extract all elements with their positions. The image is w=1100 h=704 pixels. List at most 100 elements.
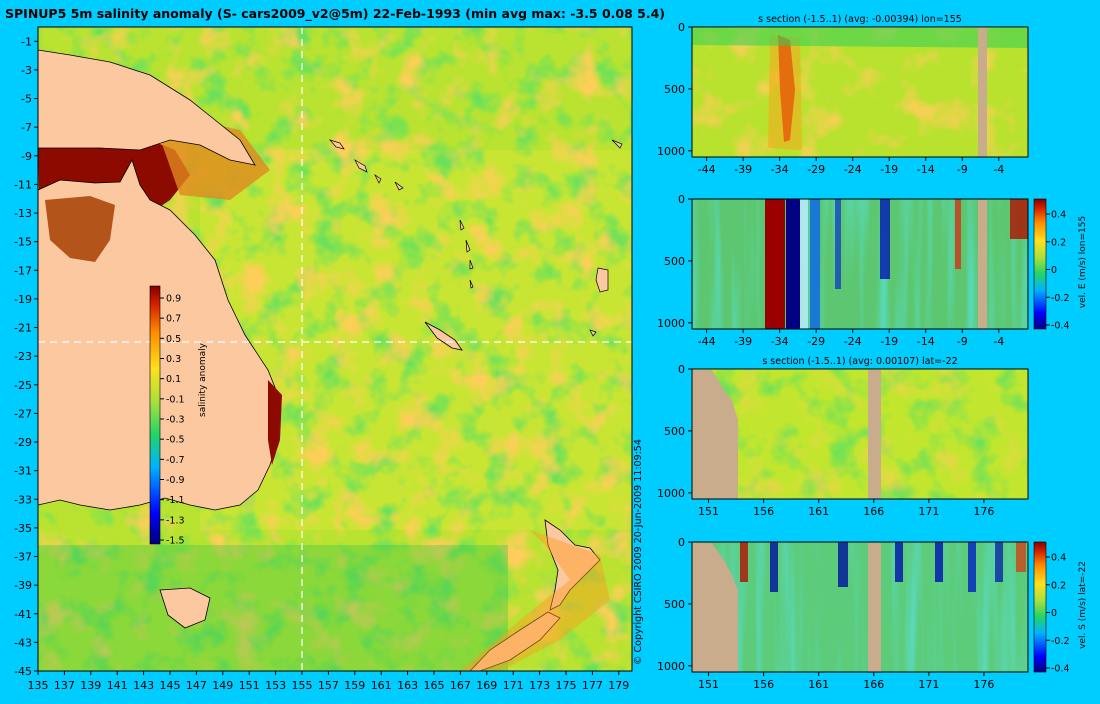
map-x-tick-label: 157 bbox=[318, 679, 339, 692]
main-title: SPINUP5 5m salinity anomaly (S- cars2009… bbox=[5, 6, 665, 22]
salinity-colorbar bbox=[149, 285, 161, 545]
section-y-tick-label: 500 bbox=[664, 83, 685, 96]
velocity-colorbar-tick-label: -0.2 bbox=[1051, 293, 1070, 304]
vel-s-section-lat-22-panel: 151 156 161 166 171 176 0 500 1000 0.4 0.2 0 -0.2 -0… bbox=[657, 536, 1088, 691]
map-y-tick-label: -7 bbox=[21, 121, 32, 134]
map-y-tick-label: -9 bbox=[21, 150, 32, 163]
salinity-colorbar-tick-label: -0.5 bbox=[166, 435, 185, 446]
velocity-colorbar-tick-label: -0.2 bbox=[1051, 636, 1070, 647]
s-section-lat-22-mask bbox=[868, 370, 881, 499]
salinity-colorbar-tick-label: -0.3 bbox=[166, 415, 185, 426]
new-guinea bbox=[38, 49, 256, 166]
section-y-tick-label: 1000 bbox=[657, 660, 685, 673]
salinity-colorbar-tick-label: 0.5 bbox=[166, 334, 181, 345]
map-y-tick-label: -23 bbox=[14, 350, 32, 363]
map-x-tick-label: 155 bbox=[292, 679, 313, 692]
salinity-colorbar-tick-label: 0.1 bbox=[166, 374, 181, 385]
map-y-tick-label: -21 bbox=[14, 322, 32, 335]
gulf-carpentaria bbox=[45, 196, 115, 262]
section-x-tick-label: -9 bbox=[957, 163, 968, 176]
salinity-colorbar-tick-label: -0.7 bbox=[166, 455, 185, 466]
section-x-tick-label: -39 bbox=[734, 335, 752, 348]
section-x-tick-label: 171 bbox=[918, 678, 939, 691]
map-y-tick-label: -37 bbox=[14, 551, 32, 564]
section-x-tick-label: -19 bbox=[880, 163, 898, 176]
new-caledonia bbox=[424, 321, 463, 351]
vel-e-section-lon155-panel: -44 -39 -34 -29 -24 -19 -14 -9 -4 0 500 1000 0.4 0.2… bbox=[657, 193, 1088, 348]
map-x-tick-label: 179 bbox=[608, 679, 629, 692]
section-x-tick-label: -24 bbox=[844, 163, 862, 176]
section-x-tick-label: -39 bbox=[734, 163, 752, 176]
velocity-colorbar-tick-label: 0.4 bbox=[1051, 210, 1066, 221]
section-y-tick-label: 0 bbox=[678, 536, 685, 549]
section-x-tick-label: 161 bbox=[808, 678, 829, 691]
map-panel: -1 -3 -5 -7 -9 -11 -13 -15 -17 -19 -21 -23 -25 -27 -29… bbox=[14, 26, 633, 692]
map-x-tick-label: 139 bbox=[80, 679, 101, 692]
vel-s-section-shelf bbox=[692, 543, 738, 672]
s-section-lon155-mask bbox=[978, 28, 987, 157]
salinity-colorbar-tick-label: 0.3 bbox=[166, 354, 181, 365]
section-x-tick-label: -44 bbox=[698, 163, 716, 176]
east-coast-dark bbox=[268, 380, 282, 465]
section-y-tick-label: 1000 bbox=[657, 145, 685, 158]
salinity-colorbar-tick-label: -1.3 bbox=[166, 515, 185, 526]
section-x-tick-label: 166 bbox=[863, 678, 884, 691]
pacific-islands bbox=[328, 139, 623, 337]
section-y-tick-label: 1000 bbox=[657, 487, 685, 500]
velocity-colorbar-tick-label: -0.4 bbox=[1051, 664, 1070, 675]
map-y-tick-label: -1 bbox=[21, 35, 32, 48]
map-y-tick-label: -25 bbox=[14, 379, 32, 392]
section-x-tick-label: 161 bbox=[808, 505, 829, 518]
section-x-tick-label: -4 bbox=[993, 335, 1004, 348]
map-x-tick-label: 145 bbox=[160, 679, 181, 692]
section-x-tick-label: -14 bbox=[917, 335, 935, 348]
velocity-colorbar-tick-label: -0.4 bbox=[1051, 321, 1070, 332]
section-x-tick-label: 171 bbox=[918, 505, 939, 518]
section-x-tick-label: -29 bbox=[807, 163, 825, 176]
vel-e-section-mask bbox=[978, 200, 987, 329]
salinity-colorbar-label: salinity anomaly bbox=[198, 342, 208, 417]
section-y-tick-label: 0 bbox=[678, 21, 685, 34]
map-x-tick-label: 161 bbox=[371, 679, 392, 692]
map-x-tick-label: 149 bbox=[212, 679, 233, 692]
map-y-tick-label: -3 bbox=[21, 64, 32, 77]
s-section-lon155-title: s section (-1.5..1) (avg: -0.00394) lon=… bbox=[758, 14, 962, 25]
vel-s-colorbar-label: vel. S (m/s) lat=-22 bbox=[1078, 561, 1088, 649]
s-section-lon155-panel: s section (-1.5..1) (avg: -0.00394) lon=… bbox=[657, 14, 1029, 176]
section-x-tick-label: -9 bbox=[957, 335, 968, 348]
section-x-tick-label: -14 bbox=[917, 163, 935, 176]
map-y-tick-label: -31 bbox=[14, 465, 32, 478]
vel-s-colorbar bbox=[1033, 541, 1047, 673]
map-frame bbox=[37, 26, 633, 672]
section-x-tick-label: 151 bbox=[698, 505, 719, 518]
map-x-tick-label: 173 bbox=[529, 679, 550, 692]
map-y-tick-label: -19 bbox=[14, 293, 32, 306]
section-x-tick-label: 176 bbox=[973, 505, 994, 518]
section-x-tick-label: 156 bbox=[753, 678, 774, 691]
salinity-colorbar-tick-label: 0.9 bbox=[166, 294, 181, 305]
salinity-colorbar-tick-label: -0.9 bbox=[166, 475, 185, 486]
section-y-tick-label: 500 bbox=[664, 598, 685, 611]
salinity-colorbar-tick-label: 0.7 bbox=[166, 314, 181, 325]
new-zealand-north bbox=[544, 519, 601, 611]
salinity-colorbar-tick-label: -1.5 bbox=[166, 536, 185, 547]
map-x-tick-label: 177 bbox=[582, 679, 603, 692]
velocity-colorbar-tick-label: 0 bbox=[1051, 265, 1057, 276]
section-x-tick-label: -4 bbox=[993, 163, 1004, 176]
map-x-tick-label: 171 bbox=[503, 679, 524, 692]
tasmania bbox=[159, 587, 211, 629]
map-x-tick-label: 153 bbox=[265, 679, 286, 692]
map-y-tick-label: -33 bbox=[14, 493, 32, 506]
map-x-tick-label: 169 bbox=[476, 679, 497, 692]
vel-e-colorbar-label: vel. E (m/s) lon=155 bbox=[1078, 216, 1088, 308]
section-x-tick-label: -19 bbox=[880, 335, 898, 348]
map-y-tick-label: -35 bbox=[14, 522, 32, 535]
s-section-lat-22-panel: s section (-1.5..1) (avg: 0.00107) lat=-… bbox=[657, 356, 1029, 518]
map-southern-green bbox=[38, 545, 508, 671]
map-x-tick-label: 135 bbox=[28, 679, 49, 692]
velocity-colorbar-tick-label: 0.4 bbox=[1051, 553, 1066, 564]
section-y-tick-label: 500 bbox=[664, 425, 685, 438]
section-y-tick-label: 500 bbox=[664, 255, 685, 268]
map-y-tick-label: -29 bbox=[14, 436, 32, 449]
